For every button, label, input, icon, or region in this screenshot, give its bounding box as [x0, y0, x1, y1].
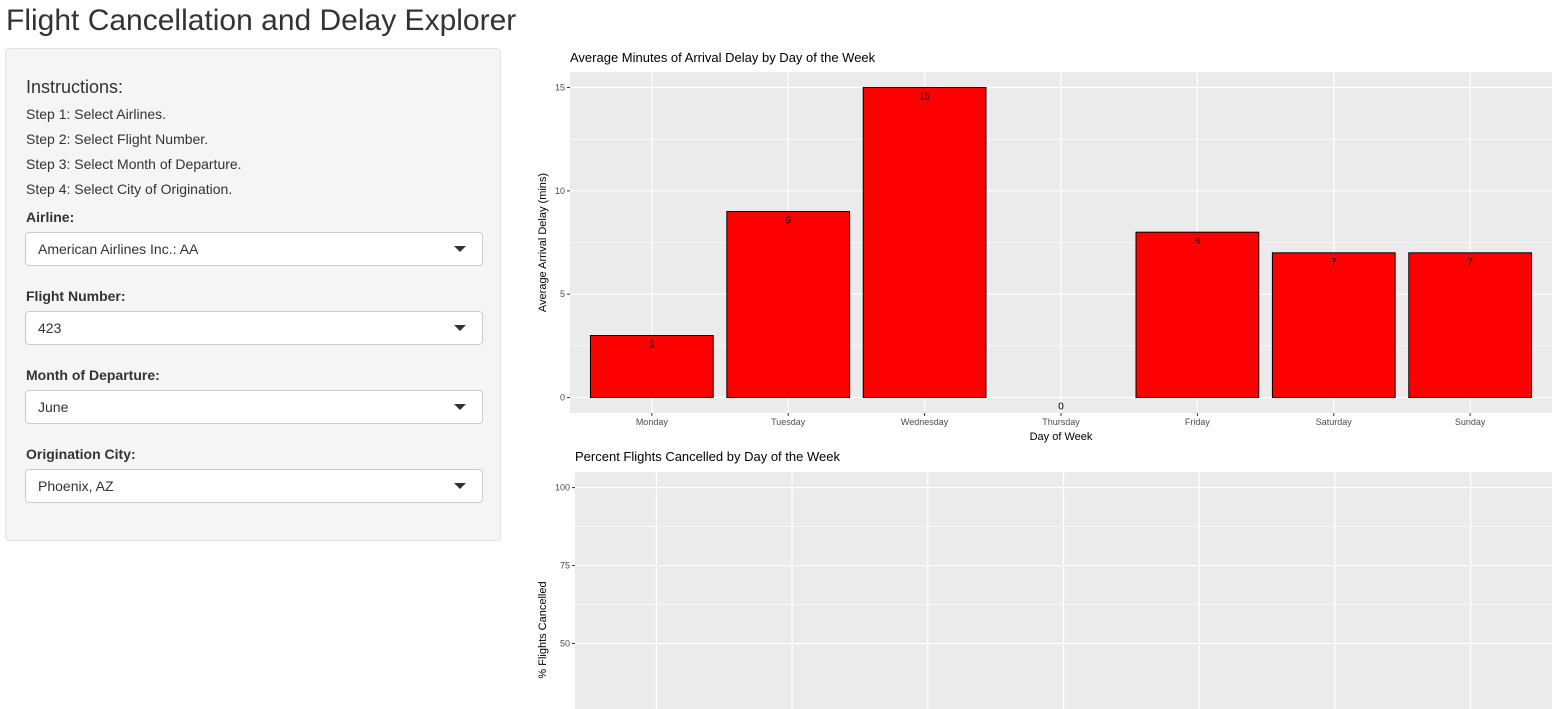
data-label: 7 — [1331, 257, 1337, 268]
data-label: 15 — [919, 92, 931, 103]
y-tick-label: 75 — [560, 561, 570, 571]
x-tick-label: Friday — [1185, 417, 1211, 427]
y-tick-label: 5 — [560, 289, 565, 299]
bar — [726, 211, 851, 398]
step: Step 4: Select City of Origination. — [26, 181, 233, 197]
app-title: Flight Cancellation and Delay Explorer — [6, 4, 517, 37]
input-label: Airline: — [26, 209, 75, 225]
x-tick-label: Sunday — [1455, 417, 1486, 427]
y-tick-label: 50 — [560, 639, 570, 649]
step: Step 1: Select Airlines. — [26, 106, 167, 122]
input-label: Origination City: — [26, 446, 136, 462]
data-label: 7 — [1467, 257, 1473, 268]
y-axis-label: Average Arrival Delay (mins) — [537, 173, 549, 312]
bar — [862, 87, 987, 398]
y-axis-label: % Flights Cancelled — [537, 581, 549, 678]
select[interactable]: June — [25, 390, 483, 424]
x-tick-label: Thursday — [1042, 417, 1080, 427]
bar — [1408, 252, 1533, 398]
y-tick-label: 15 — [555, 83, 565, 93]
chart-title: Average Minutes of Arrival Delay by Day … — [570, 50, 876, 65]
data-label: 0 — [1058, 402, 1064, 413]
instructions-title: Instructions: — [26, 77, 124, 97]
step: Step 3: Select Month of Departure. — [26, 156, 242, 172]
sidebar: Instructions: Step 1: Select Airlines. S… — [5, 48, 501, 541]
bar — [589, 335, 714, 398]
input-label: Month of Departure: — [26, 367, 160, 383]
step: Step 2: Select Flight Number. — [26, 131, 209, 147]
y-tick-label: 0 — [560, 393, 565, 403]
x-tick-label: Wednesday — [901, 417, 949, 427]
select[interactable]: Phoenix, AZ — [25, 469, 483, 503]
select[interactable]: American Airlines Inc.: AA — [25, 232, 483, 266]
select[interactable]: 423 — [25, 311, 483, 345]
bar — [1135, 231, 1260, 398]
bar — [1271, 252, 1396, 398]
x-tick-label: Tuesday — [771, 417, 806, 427]
input-label: Flight Number: — [26, 288, 126, 304]
x-axis-label: Day of Week — [1030, 431, 1093, 443]
y-tick-label: 10 — [555, 186, 565, 196]
data-label: 8 — [1195, 236, 1201, 247]
y-tick-label: 100 — [555, 483, 570, 493]
x-tick-label: Saturday — [1316, 417, 1353, 427]
chart-title: Percent Flights Cancelled by Day of the … — [575, 449, 840, 464]
data-label: 9 — [785, 216, 791, 227]
x-tick-label: Monday — [636, 417, 669, 427]
data-label: 3 — [649, 340, 655, 351]
